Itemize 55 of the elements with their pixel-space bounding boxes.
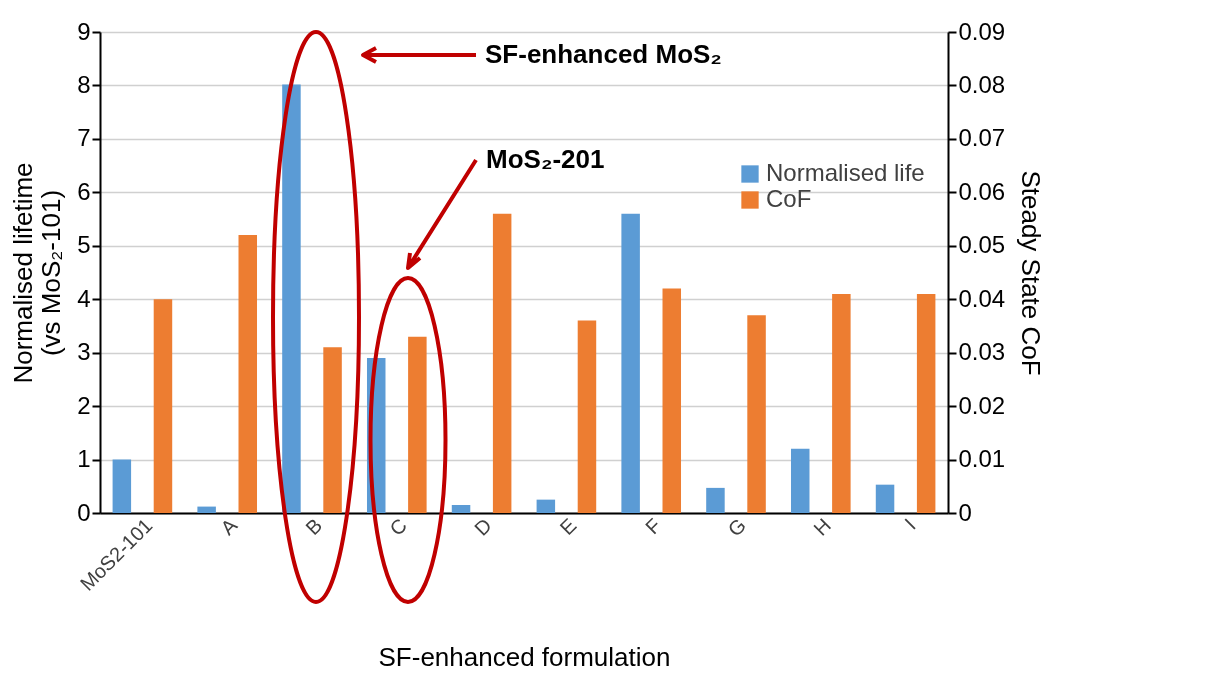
bar xyxy=(916,293,936,513)
y2-tick-label: 0.07 xyxy=(958,124,1006,152)
y2-tick-label: 0.01 xyxy=(958,445,1006,473)
x-tick-label: F xyxy=(641,514,666,539)
bar xyxy=(662,288,682,513)
y-axis-title: Normalised lifetime (vs MoS₂-101) xyxy=(8,162,67,384)
y-tick-label: 6 xyxy=(77,177,91,205)
x-tick-label: E xyxy=(555,514,581,540)
x-axis-title: SF-enhanced formulation xyxy=(378,641,671,672)
bar xyxy=(408,336,427,513)
legend-label: Normalised life xyxy=(766,159,925,186)
x-tick-label: D xyxy=(469,514,496,540)
y2-tick-label: 0.03 xyxy=(958,338,1006,366)
x-tick-label: I xyxy=(900,514,920,534)
bar xyxy=(706,487,725,513)
bar xyxy=(832,293,851,513)
annotation: MoS₂-201 xyxy=(486,144,605,174)
y2-tick-label: 0.08 xyxy=(958,70,1006,98)
y2-tick-label: 0.02 xyxy=(958,391,1006,419)
x-tick-label: C xyxy=(385,514,411,540)
y-tick-label: 7 xyxy=(77,124,91,152)
bar xyxy=(875,484,895,513)
bar xyxy=(282,84,301,513)
bar xyxy=(323,347,342,513)
bar xyxy=(492,213,512,513)
x-tick-label: B xyxy=(301,514,327,540)
y2-tick-label: 0.09 xyxy=(958,17,1006,45)
bar xyxy=(153,299,173,513)
y-tick-label: 5 xyxy=(77,231,91,259)
y-tick-label: 9 xyxy=(77,17,91,45)
bar xyxy=(197,506,216,513)
y-tick-label: 2 xyxy=(77,391,91,419)
annotation: SF-enhanced MoS₂ xyxy=(485,39,722,69)
bar xyxy=(238,235,258,513)
y-tick-label: 3 xyxy=(77,338,91,366)
legend-label: CoF xyxy=(766,185,812,212)
x-tick-label: H xyxy=(809,514,835,540)
bar xyxy=(536,499,556,513)
y2-tick-label: 0.04 xyxy=(958,284,1006,312)
y-tick-label: 1 xyxy=(77,445,91,473)
y2-tick-label: 0 xyxy=(958,498,972,526)
bar xyxy=(112,459,132,513)
bar xyxy=(577,320,597,513)
y2-tick-label: 0.06 xyxy=(958,177,1006,205)
bar xyxy=(747,315,766,513)
y2-tick-label: 0.05 xyxy=(958,231,1006,259)
bar xyxy=(451,504,471,513)
bar xyxy=(621,213,640,513)
y2-axis-title: Steady State CoF xyxy=(1016,170,1047,376)
x-tick-label: G xyxy=(723,514,751,541)
y-tick-label: 0 xyxy=(77,498,91,526)
y-tick-label: 8 xyxy=(77,70,91,98)
y-tick-label: 4 xyxy=(77,284,91,312)
bar xyxy=(790,448,810,513)
x-tick-label: A xyxy=(216,513,242,540)
